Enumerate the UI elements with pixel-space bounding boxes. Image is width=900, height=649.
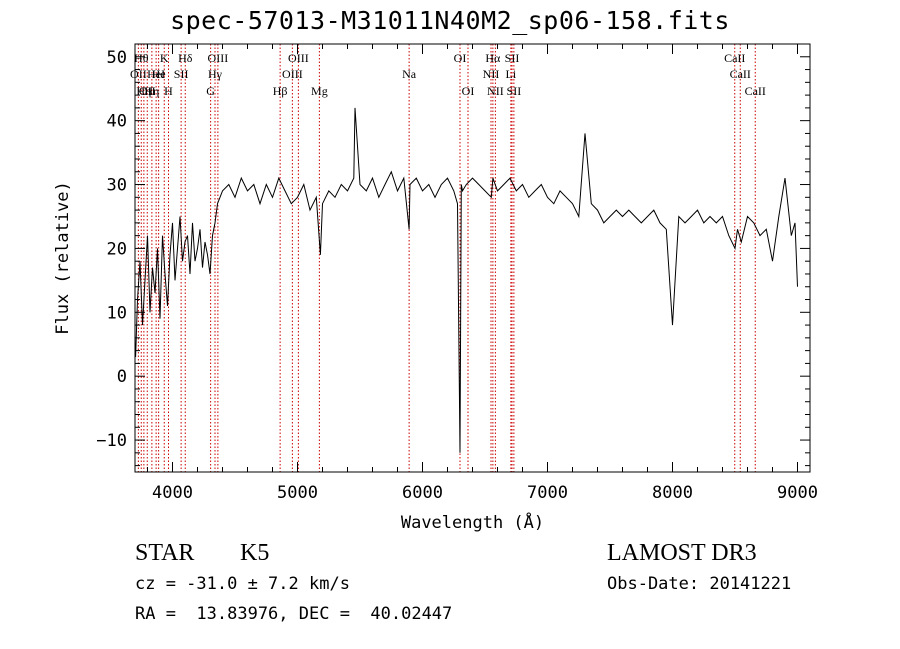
object-subclass: K5 <box>240 540 270 566</box>
y-tick-label: 50 <box>107 48 127 68</box>
observation-date: Obs-Date: 20141221 <box>607 574 792 594</box>
x-tick-label: 4000 <box>152 483 193 503</box>
x-tick-label: 9000 <box>777 483 818 503</box>
line-marker-label: Hδ <box>178 51 193 65</box>
line-marker-label: HeI <box>147 67 165 81</box>
line-marker-label: Hθ <box>134 51 149 65</box>
y-tick-label: 0 <box>117 367 127 387</box>
y-tick-label: 30 <box>107 176 127 196</box>
line-marker-label: CaII <box>730 67 751 81</box>
plot-frame <box>134 43 811 473</box>
line-marker-label: OIII <box>208 51 229 65</box>
line-marker-label: K <box>160 51 169 65</box>
line-marker-label: Na <box>402 67 417 81</box>
x-tick-label: 8000 <box>652 483 693 503</box>
line-marker-label: SII <box>505 51 520 65</box>
redshift-readout: cz = -31.0 ± 7.2 km/s <box>135 574 350 594</box>
x-axis-ticks: 4000 5000 6000 7000 8000 9000 <box>147 44 818 503</box>
line-marker-label: G <box>206 84 215 98</box>
y-tick-label: 10 <box>107 303 127 323</box>
line-marker-label: SII <box>174 67 189 81</box>
line-marker-label: CaII <box>724 51 745 65</box>
coordinates-readout: RA = 13.83976, DEC = 40.02447 <box>135 604 453 624</box>
line-marker-label: OIII <box>282 67 303 81</box>
spectral-line-labels: OIIHθHηOIIHηHeIHeKHSIIHδGHγOIIIHβOIIIOII… <box>130 51 766 98</box>
line-marker-label: OI <box>454 51 467 65</box>
line-marker-label: Hη <box>136 84 151 98</box>
x-tick-label: 5000 <box>277 483 318 503</box>
line-marker-label: OII <box>130 67 147 81</box>
survey-name: LAMOST DR3 <box>607 540 757 566</box>
x-tick-label: 6000 <box>402 483 443 503</box>
line-marker-label: Hγ <box>208 67 223 81</box>
line-marker-label: OIII <box>288 51 309 65</box>
chart-title: spec-57013-M31011N40M2_sp06-158.fits <box>170 6 730 35</box>
line-marker-label: NII <box>487 84 504 98</box>
line-marker-label: He <box>152 67 166 81</box>
y-tick-label: 20 <box>107 239 127 259</box>
y-axis-label: Flux (relative) <box>53 181 73 335</box>
line-marker-label: Hη <box>144 84 159 98</box>
line-marker-label: SII <box>507 84 522 98</box>
line-marker-label: NII <box>483 67 500 81</box>
object-class: STAR <box>135 540 195 566</box>
spectrum-series-line <box>135 107 798 453</box>
line-marker-label: Li <box>506 67 517 81</box>
line-marker-label: H <box>164 84 173 98</box>
spectral-line-markers <box>137 44 756 472</box>
line-marker-label: OII <box>139 84 156 98</box>
line-marker-label: Hβ <box>273 84 288 98</box>
line-marker-label: Hα <box>485 51 501 65</box>
y-axis-ticks: −10 0 10 20 30 40 50 <box>96 43 810 467</box>
y-tick-label: 40 <box>107 112 127 132</box>
y-tick-label: −10 <box>96 431 127 451</box>
x-axis-label: Wavelength (Å) <box>401 511 544 533</box>
line-marker-label: Mg <box>311 84 328 98</box>
x-tick-label: 7000 <box>527 483 568 503</box>
line-marker-label: OI <box>462 84 475 98</box>
line-marker-label: CaII <box>745 84 766 98</box>
